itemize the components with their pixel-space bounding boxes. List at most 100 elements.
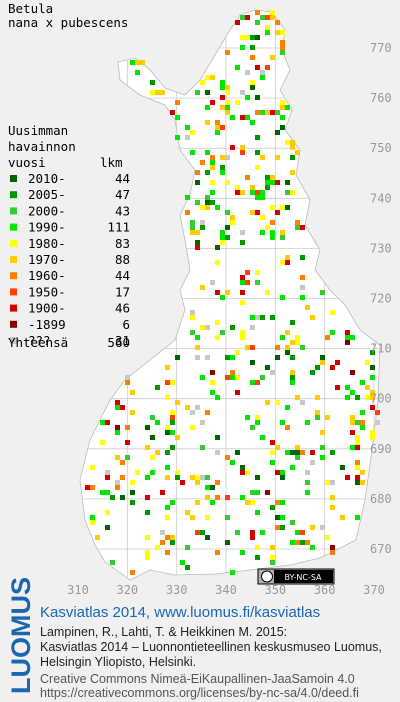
occurrence-square <box>280 115 285 120</box>
y-grid-label: 730 <box>370 241 392 255</box>
occurrence-square <box>350 370 355 375</box>
occurrence-square <box>210 485 215 490</box>
occurrence-square <box>205 205 210 210</box>
occurrence-square <box>215 480 220 485</box>
license: https://creativecommons.org/licenses/by-… <box>40 686 359 700</box>
occurrence-square <box>225 85 230 90</box>
occurrence-square <box>325 415 330 420</box>
occurrence-square <box>290 380 295 385</box>
occurrence-square <box>345 335 350 340</box>
occurrence-square <box>270 180 275 185</box>
occurrence-square <box>320 430 325 435</box>
occurrence-square <box>270 55 275 60</box>
occurrence-square <box>200 205 205 210</box>
occurrence-square <box>285 330 290 335</box>
occurrence-square <box>350 430 355 435</box>
occurrence-square <box>285 105 290 110</box>
occurrence-square <box>260 435 265 440</box>
occurrence-square <box>310 450 315 455</box>
occurrence-square <box>275 110 280 115</box>
occurrence-square <box>215 450 220 455</box>
occurrence-square <box>85 485 90 490</box>
legend-swatch <box>10 207 17 215</box>
occurrence-square <box>225 155 230 160</box>
occurrence-square <box>170 540 175 545</box>
occurrence-square <box>360 380 365 385</box>
occurrence-square <box>115 485 120 490</box>
occurrence-square <box>235 190 240 195</box>
occurrence-square <box>240 470 245 475</box>
occurrence-square <box>230 145 235 150</box>
occurrence-square <box>240 190 245 195</box>
occurrence-square <box>300 530 305 535</box>
occurrence-square <box>250 185 255 190</box>
occurrence-square <box>280 295 285 300</box>
occurrence-square <box>225 515 230 520</box>
occurrence-square <box>110 495 115 500</box>
occurrence-square <box>250 210 255 215</box>
legend-label: 1970- <box>28 252 66 267</box>
occurrence-square <box>165 365 170 370</box>
x-grid-label: 340 <box>215 583 237 597</box>
occurrence-square <box>175 470 180 475</box>
occurrence-square <box>270 460 275 465</box>
occurrence-square <box>215 395 220 400</box>
occurrence-square <box>290 170 295 175</box>
legend-count: 17 <box>115 284 130 299</box>
legend-label: 2010- <box>28 171 66 186</box>
occurrence-square <box>255 150 260 155</box>
occurrence-square <box>310 460 315 465</box>
occurrence-square <box>375 410 380 415</box>
occurrence-square <box>225 225 230 230</box>
occurrence-square <box>270 230 275 235</box>
occurrence-square <box>240 150 245 155</box>
occurrence-square <box>295 445 300 450</box>
occurrence-square <box>120 495 125 500</box>
occurrence-square <box>215 205 220 210</box>
occurrence-square <box>335 360 340 365</box>
occurrence-square <box>270 15 275 20</box>
occurrence-square <box>165 380 170 385</box>
occurrence-square <box>165 505 170 510</box>
occurrence-square <box>105 510 110 515</box>
occurrence-square <box>225 375 230 380</box>
occurrence-square <box>250 325 255 330</box>
citation: Lampinen, R., Lahti, T. & Heikkinen M. 2… <box>40 625 287 639</box>
occurrence-square <box>250 85 255 90</box>
occurrence-square <box>240 465 245 470</box>
occurrence-square <box>190 330 195 335</box>
occurrence-square <box>95 535 100 540</box>
occurrence-square <box>205 325 210 330</box>
occurrence-square <box>235 65 240 70</box>
occurrence-square <box>175 100 180 105</box>
occurrence-square <box>260 70 265 75</box>
occurrence-square <box>170 535 175 540</box>
occurrence-square <box>225 540 230 545</box>
occurrence-square <box>190 230 195 235</box>
occurrence-square <box>130 410 135 415</box>
occurrence-square <box>175 355 180 360</box>
occurrence-square <box>140 60 145 65</box>
occurrence-square <box>130 480 135 485</box>
occurrence-square <box>300 275 305 280</box>
legend-count: 83 <box>115 236 130 251</box>
occurrence-square <box>220 80 225 85</box>
occurrence-square <box>125 455 130 460</box>
occurrence-square <box>230 325 235 330</box>
occurrence-square <box>250 425 255 430</box>
occurrence-square <box>255 280 260 285</box>
occurrence-square <box>325 535 330 540</box>
occurrence-square <box>105 490 110 495</box>
cc-icon <box>261 570 273 583</box>
occurrence-square <box>270 370 275 375</box>
occurrence-square <box>255 415 260 420</box>
occurrence-square <box>345 395 350 400</box>
occurrence-square <box>90 520 95 525</box>
occurrence-square <box>170 110 175 115</box>
occurrence-square <box>205 75 210 80</box>
occurrence-square <box>300 345 305 350</box>
occurrence-square <box>220 85 225 90</box>
occurrence-square <box>215 335 220 340</box>
occurrence-square <box>225 235 230 240</box>
occurrence-square <box>215 260 220 265</box>
